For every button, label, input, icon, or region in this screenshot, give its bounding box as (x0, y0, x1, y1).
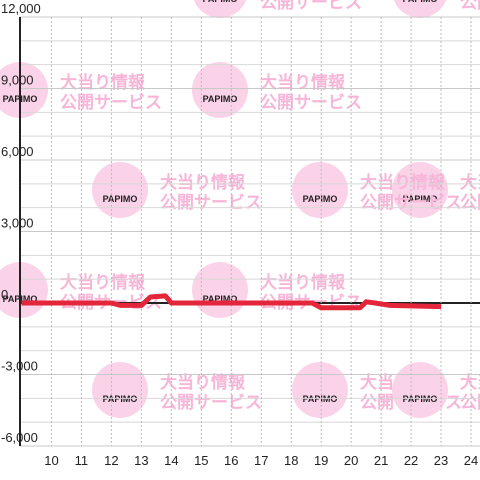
watermark-text: 公開サービス (460, 393, 480, 412)
x-tick-label: 24 (464, 453, 478, 468)
watermark-logo-circle (0, 62, 48, 118)
watermark-logo: PAPIMO (403, 0, 438, 4)
x-tick-label: 10 (44, 453, 58, 468)
x-tick-label: 13 (134, 453, 148, 468)
watermark-logo: PAPIMO (403, 194, 438, 204)
y-tick-label: -6,000 (1, 430, 38, 445)
y-tick-label: 3,000 (1, 216, 34, 231)
x-tick-label: 14 (164, 453, 178, 468)
watermark-text: 公開サービス (260, 0, 362, 12)
x-tick-label: 18 (284, 453, 298, 468)
x-tick-label: 20 (344, 453, 358, 468)
watermark-text: 大当り情報 (60, 272, 146, 292)
watermark-logo: PAPIMO (303, 394, 338, 404)
x-tick-label: 11 (75, 453, 89, 468)
watermark-logo-circle (392, 162, 448, 218)
watermark-text: 大当り情報 (160, 172, 246, 192)
x-tick-label: 12 (104, 453, 118, 468)
watermark-text: 大当り情報 (260, 272, 346, 292)
watermark-logo: PAPIMO (403, 394, 438, 404)
y-tick-label: -3,000 (1, 359, 38, 374)
x-tick-label: 17 (254, 453, 268, 468)
x-tick-label: 19 (314, 453, 328, 468)
watermark-logo: PAPIMO (203, 294, 238, 304)
watermark-text: 大当り情報 (360, 172, 446, 192)
x-tick-label: 22 (404, 453, 418, 468)
watermark-logo-circle (92, 362, 148, 418)
watermark-text: 大当り情報 (260, 72, 346, 92)
watermark-text: 公開サービス (260, 93, 362, 112)
watermark-logo-circle (192, 262, 248, 318)
x-tick-label: 23 (434, 453, 448, 468)
data-line (21, 293, 442, 311)
y-tick-label: 6,000 (1, 144, 34, 159)
x-tick-label: 21 (374, 453, 388, 468)
watermark-text: 公開サービス (460, 193, 480, 212)
watermark-logo-circle (292, 162, 348, 218)
x-tick-label: 16 (224, 453, 238, 468)
watermark-text: 大当り情報 (460, 372, 480, 392)
y-tick-label: 12,000 (1, 1, 41, 16)
watermark-logo: PAPIMO (203, 0, 238, 4)
watermark-logo-circle (92, 162, 148, 218)
watermark-logo: PAPIMO (103, 194, 138, 204)
watermark-text: 公開サービス (160, 193, 262, 212)
y-tick-label: 9,000 (1, 73, 34, 88)
watermark-logo-circle (292, 362, 348, 418)
watermark-text: 大当り情報 (160, 372, 246, 392)
watermark-text: 公開サービス (160, 393, 262, 412)
watermark-logo: PAPIMO (303, 194, 338, 204)
watermark-text: 公開サービス (460, 0, 480, 12)
watermark-logo-circle (392, 362, 448, 418)
watermark-logo-circle (192, 62, 248, 118)
watermark-logo-circle (193, 0, 247, 18)
watermark-logo: PAPIMO (103, 394, 138, 404)
x-tick-label: 15 (194, 453, 208, 468)
y-tick-label: 0 (1, 287, 8, 302)
watermark-text: 大当り情報 (460, 172, 480, 192)
watermark-logo: PAPIMO (203, 94, 238, 104)
watermark-logo-circle (393, 0, 447, 18)
